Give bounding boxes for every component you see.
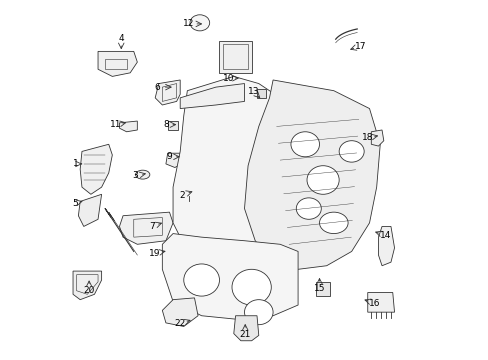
Polygon shape <box>370 130 383 146</box>
Text: 11: 11 <box>110 120 122 129</box>
Polygon shape <box>162 234 298 319</box>
Text: 4: 4 <box>118 35 124 44</box>
Ellipse shape <box>244 300 272 325</box>
Polygon shape <box>165 153 182 167</box>
Polygon shape <box>315 282 329 296</box>
Text: 20: 20 <box>83 286 95 295</box>
Ellipse shape <box>339 141 364 162</box>
Text: 1: 1 <box>73 159 79 168</box>
Text: 16: 16 <box>368 299 380 308</box>
Text: 6: 6 <box>154 83 160 92</box>
Polygon shape <box>367 293 394 312</box>
Polygon shape <box>78 194 102 226</box>
Polygon shape <box>233 316 258 341</box>
Text: 22: 22 <box>174 319 185 328</box>
Text: 9: 9 <box>166 152 172 161</box>
Text: 2: 2 <box>179 190 184 199</box>
Text: 12: 12 <box>183 19 194 28</box>
Bar <box>223 44 247 69</box>
Polygon shape <box>244 80 380 269</box>
Ellipse shape <box>319 212 347 234</box>
Ellipse shape <box>306 166 339 194</box>
Polygon shape <box>167 121 178 130</box>
Polygon shape <box>119 121 137 132</box>
Ellipse shape <box>190 15 209 31</box>
Polygon shape <box>162 298 198 327</box>
Text: 7: 7 <box>148 222 154 231</box>
Text: 14: 14 <box>379 231 390 240</box>
Ellipse shape <box>290 132 319 157</box>
Polygon shape <box>180 84 244 109</box>
Text: 10: 10 <box>222 74 234 83</box>
Text: 5: 5 <box>72 199 78 208</box>
Polygon shape <box>98 51 137 76</box>
Polygon shape <box>173 76 315 276</box>
Polygon shape <box>73 271 102 300</box>
Text: 21: 21 <box>239 330 250 339</box>
Text: 13: 13 <box>247 87 259 96</box>
Bar <box>219 41 251 73</box>
Text: 15: 15 <box>313 284 325 293</box>
Polygon shape <box>257 89 265 98</box>
Text: 17: 17 <box>354 41 366 50</box>
Text: 8: 8 <box>163 120 168 129</box>
Ellipse shape <box>135 170 149 179</box>
Polygon shape <box>155 80 180 105</box>
Text: 3: 3 <box>132 171 138 180</box>
Polygon shape <box>80 144 112 194</box>
Ellipse shape <box>185 189 192 196</box>
Ellipse shape <box>231 269 271 305</box>
Ellipse shape <box>296 198 321 219</box>
Polygon shape <box>378 226 394 266</box>
Ellipse shape <box>183 264 219 296</box>
Text: 19: 19 <box>149 249 161 258</box>
Text: 18: 18 <box>361 133 373 142</box>
Polygon shape <box>119 212 173 244</box>
